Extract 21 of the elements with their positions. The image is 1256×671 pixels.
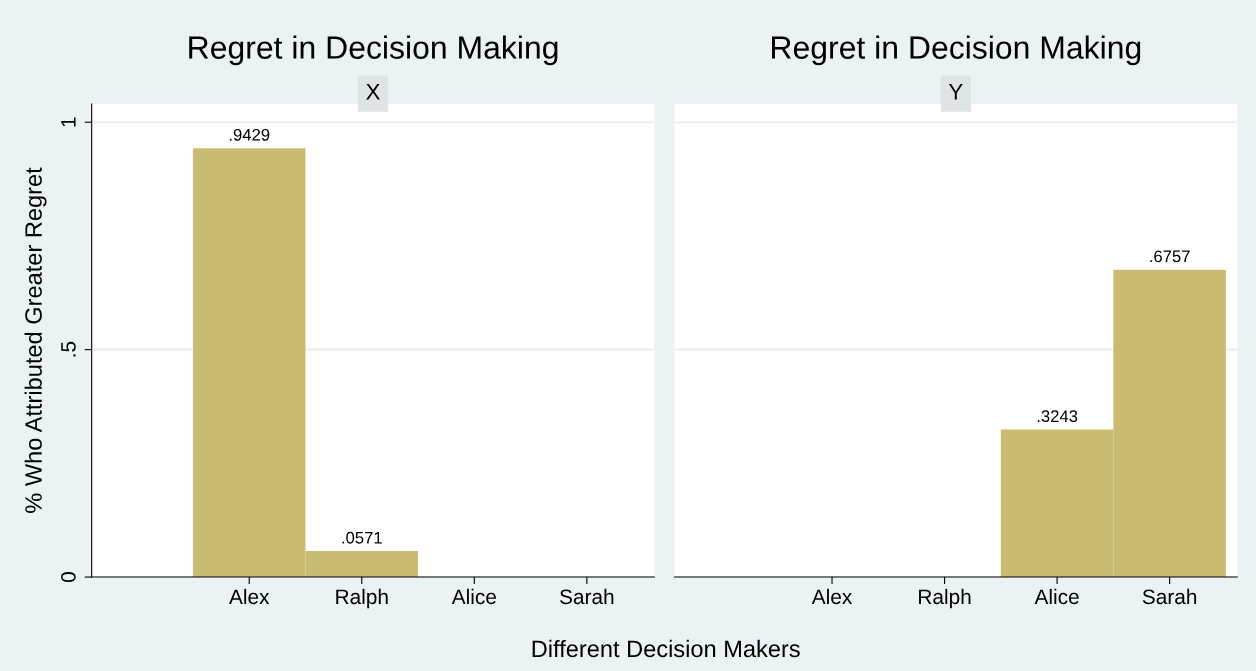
y-tick-label: 0 xyxy=(61,572,76,583)
y-tick-label: 1 xyxy=(61,117,76,127)
y-tick-label: .5 xyxy=(61,341,76,357)
x-axis-title: Different Decision Makers xyxy=(532,639,800,658)
chart-title: Regret in Decision Making xyxy=(189,35,558,66)
y-axis-title: % Who Attributed Greater Regret xyxy=(24,167,47,513)
x-tick-label: Alice xyxy=(451,588,496,605)
x-tick-label: Sarah xyxy=(1142,588,1197,605)
chart-subtitle: Y xyxy=(948,84,963,100)
data-label: .9429 xyxy=(229,128,270,141)
data-label: .6757 xyxy=(1150,250,1190,263)
x-tick-label: Ralph xyxy=(336,588,388,609)
x-tick-label: Alice xyxy=(1034,588,1079,605)
chart-title: Regret in Decision Making xyxy=(772,35,1141,66)
x-tick-label: Alex xyxy=(229,588,270,605)
data-label: .3243 xyxy=(1037,410,1078,423)
x-tick-label: Ralph xyxy=(919,588,971,609)
x-tick-label: Alex xyxy=(811,588,853,605)
data-label: .0571 xyxy=(342,531,382,544)
x-tick-label: Sarah xyxy=(560,588,614,605)
chart-subtitle: X xyxy=(366,84,380,100)
